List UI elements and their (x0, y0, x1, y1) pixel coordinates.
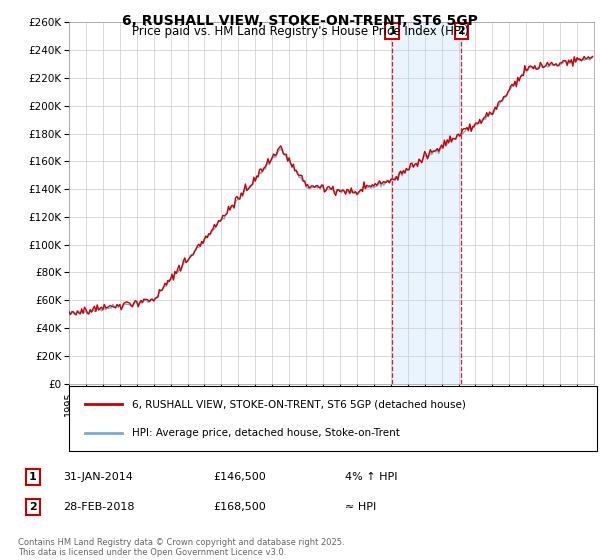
Text: 28-FEB-2018: 28-FEB-2018 (63, 502, 134, 512)
FancyBboxPatch shape (69, 386, 597, 451)
Bar (392, 22, 461, 384)
Text: HPI: Average price, detached house, Stoke-on-Trent: HPI: Average price, detached house, Stok… (133, 428, 400, 438)
Text: 6, RUSHALL VIEW, STOKE-ON-TRENT, ST6 5GP (detached house): 6, RUSHALL VIEW, STOKE-ON-TRENT, ST6 5GP… (133, 399, 466, 409)
Text: ≈ HPI: ≈ HPI (345, 502, 376, 512)
Text: 2: 2 (29, 502, 37, 512)
Text: 1: 1 (388, 26, 396, 36)
Text: 1: 1 (29, 472, 37, 482)
Text: £146,500: £146,500 (213, 472, 266, 482)
Text: 31-JAN-2014: 31-JAN-2014 (63, 472, 133, 482)
Text: 6, RUSHALL VIEW, STOKE-ON-TRENT, ST6 5GP: 6, RUSHALL VIEW, STOKE-ON-TRENT, ST6 5GP (122, 14, 478, 28)
Text: Contains HM Land Registry data © Crown copyright and database right 2025.
This d: Contains HM Land Registry data © Crown c… (18, 538, 344, 557)
Text: 2: 2 (457, 26, 465, 36)
Text: Price paid vs. HM Land Registry's House Price Index (HPI): Price paid vs. HM Land Registry's House … (131, 25, 469, 38)
Text: 4% ↑ HPI: 4% ↑ HPI (345, 472, 398, 482)
Text: £168,500: £168,500 (213, 502, 266, 512)
